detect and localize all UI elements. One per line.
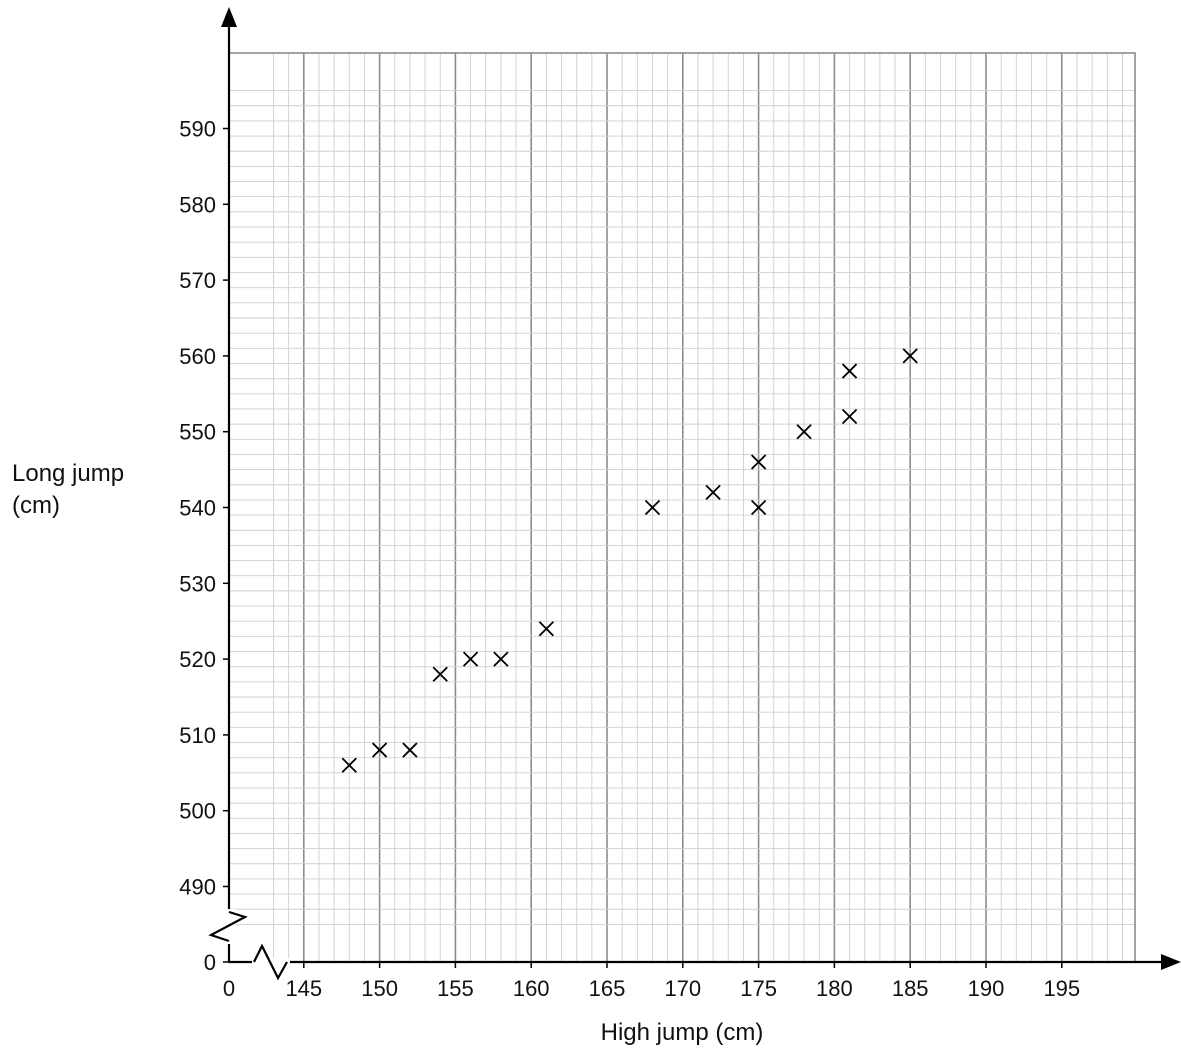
data-point (402, 742, 418, 758)
data-point (750, 499, 767, 516)
tick-labels: 145 150 155 160 165 170 175 180 185 190 195 0 490 500… (179, 117, 1080, 1002)
y-tick-label: 560 (179, 344, 216, 369)
data-point-stroke (493, 651, 509, 667)
y-tick-label: 510 (179, 723, 216, 748)
data-point-stroke (750, 454, 767, 470)
data-point-stroke (902, 348, 918, 364)
data-point-stroke (841, 363, 858, 379)
y-tick-label: 580 (179, 192, 216, 217)
data-point (705, 484, 721, 500)
data-point (750, 454, 767, 470)
data-point (341, 757, 357, 773)
data-point-stroke (796, 424, 812, 440)
data-point (432, 666, 448, 682)
data-point (841, 363, 858, 379)
data-point (371, 742, 388, 758)
x-axis-title: High jump (cm) (601, 1019, 764, 1046)
data-point-stroke (341, 757, 357, 773)
x-tick-label: 170 (664, 976, 701, 1001)
y-axis-break-gap (226, 909, 236, 944)
x-axis-arrowhead (1161, 954, 1181, 970)
data-point-stroke (371, 742, 388, 758)
x-axis-break-zigzag (253, 943, 288, 981)
x-tick-label: 155 (437, 976, 474, 1001)
data-point (644, 499, 661, 516)
y-tick-label-origin: 0 (204, 950, 216, 975)
y-tick-label: 590 (179, 117, 216, 142)
data-point-stroke (644, 499, 661, 516)
data-point (841, 408, 858, 425)
data-point-stroke (462, 651, 479, 667)
y-axis-title-line-1: Long jump (12, 460, 124, 487)
y-tick-label: 550 (179, 420, 216, 445)
y-tick-label: 530 (179, 571, 216, 596)
data-point-stroke (402, 742, 418, 758)
y-axis-break-zigzag (208, 910, 248, 943)
x-tick-label: 150 (361, 976, 398, 1001)
y-tick-label: 500 (179, 799, 216, 824)
x-tick-label: 180 (816, 976, 853, 1001)
x-tick-label: 165 (589, 976, 626, 1001)
data-point-stroke (841, 408, 858, 425)
y-tick-label: 520 (179, 647, 216, 672)
grid (228, 52, 1136, 963)
x-tick-label-origin: 0 (223, 976, 235, 1001)
y-axis-title-line-2: (cm) (12, 492, 60, 519)
data-point-stroke (750, 499, 767, 516)
data-point-stroke (432, 666, 448, 682)
y-tick-label: 570 (179, 268, 216, 293)
x-tick-label: 145 (285, 976, 322, 1001)
x-tick-label: 175 (740, 976, 777, 1001)
data-point (902, 348, 918, 364)
y-axis-arrowhead (221, 7, 237, 27)
data-point (796, 424, 812, 440)
x-tick-label: 190 (968, 976, 1005, 1001)
x-tick-label: 185 (892, 976, 929, 1001)
data-point (462, 651, 479, 667)
data-points (341, 348, 918, 773)
x-tick-label: 160 (513, 976, 550, 1001)
axes (208, 7, 1181, 981)
y-tick-label: 490 (179, 875, 216, 900)
x-tick-label: 195 (1043, 976, 1080, 1001)
data-point (538, 621, 554, 637)
y-tick-label: 540 (179, 496, 216, 521)
data-point (493, 651, 509, 667)
data-point-stroke (705, 484, 721, 500)
data-point-stroke (538, 621, 554, 637)
